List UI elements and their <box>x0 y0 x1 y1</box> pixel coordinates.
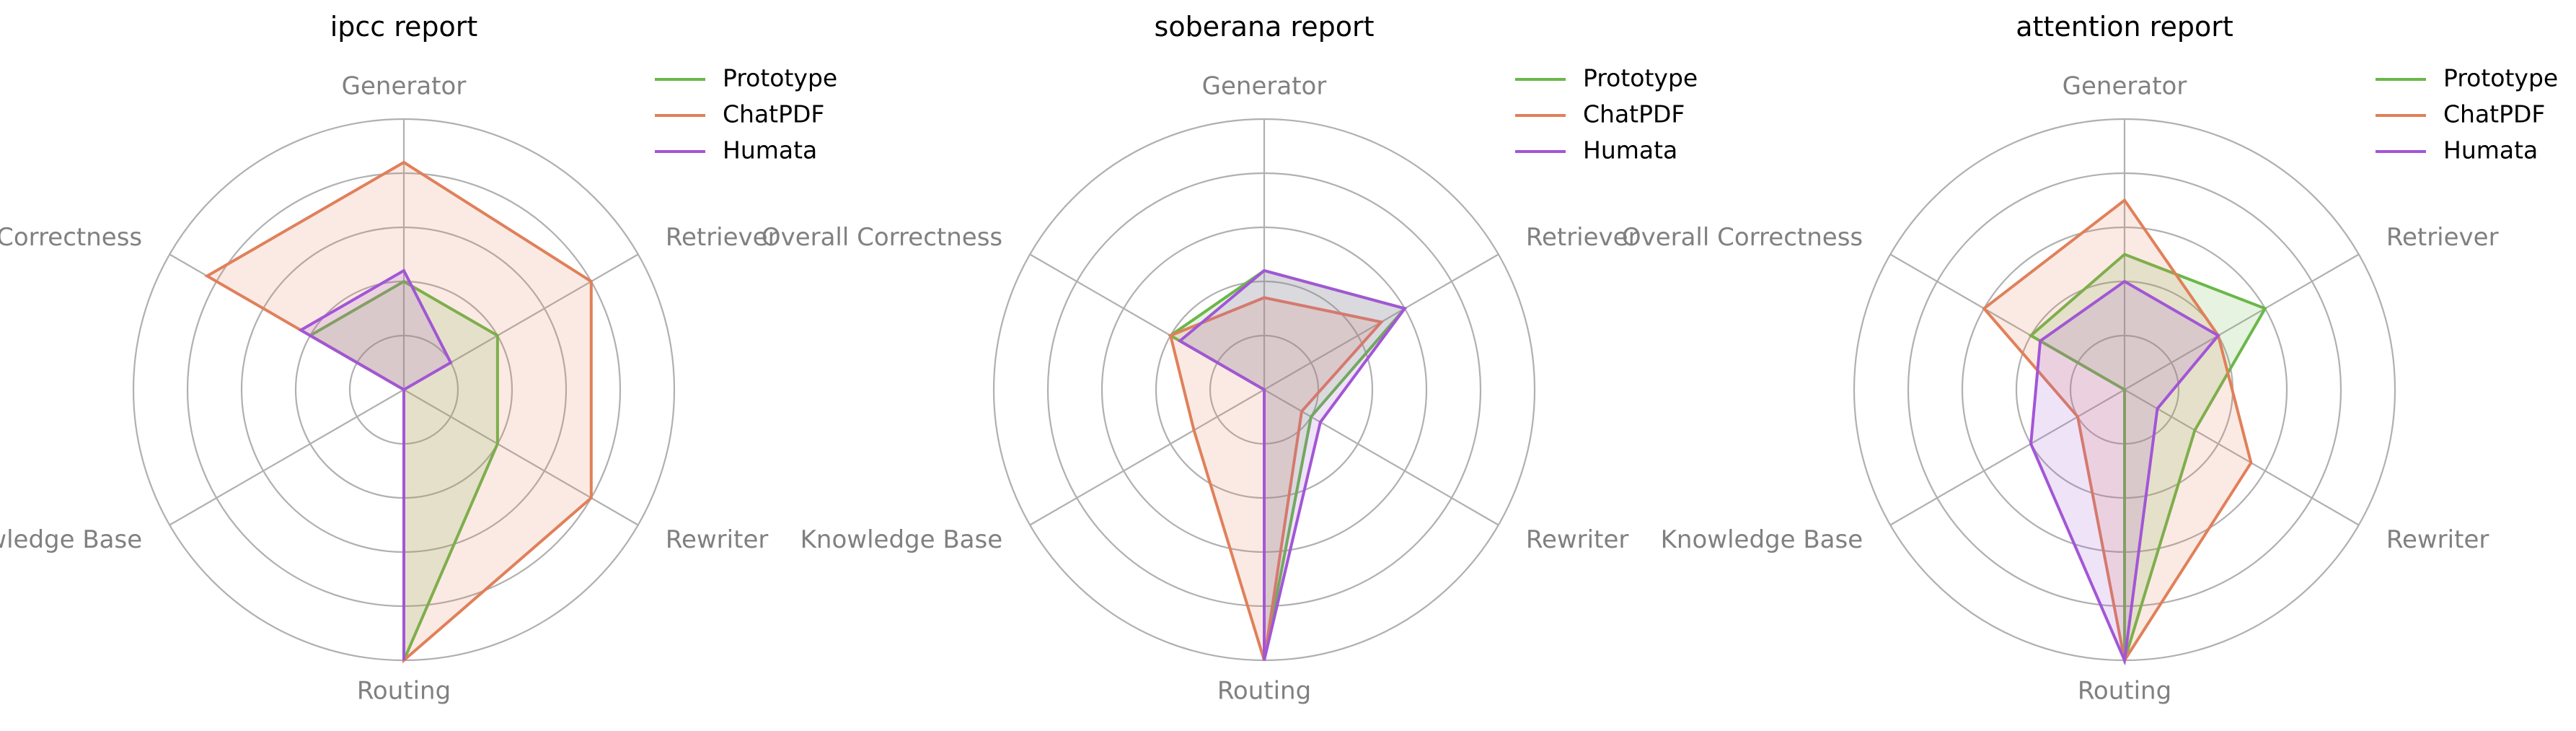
axis-label: Overall Correctness <box>0 223 142 252</box>
series-area-humata <box>2031 281 2218 660</box>
series-area-chatpdf <box>1170 297 1382 660</box>
axis-spoke <box>403 389 639 526</box>
axis-label: Retriever <box>1526 223 1638 252</box>
axis-label: Generator <box>342 72 467 101</box>
axis-label: Knowledge Base <box>800 525 1003 554</box>
radar-panel-ipcc-report: ipcc report Generator Retriever Rewriter Rou… <box>0 11 837 706</box>
axis-spoke <box>169 389 405 526</box>
legend-label: ChatPDF <box>723 100 824 128</box>
legend: Prototype ChatPDF Humata <box>2376 64 2558 165</box>
legend-label: Humata <box>1583 136 1677 165</box>
axis-label: Overall Correctness <box>762 223 1002 252</box>
axis-label: Knowledge Base <box>1661 525 1863 554</box>
series-line-humata <box>298 268 453 660</box>
legend: Prototype ChatPDF Humata <box>655 64 837 165</box>
legend-label: Prototype <box>2443 64 2558 92</box>
series-area-chatpdf <box>207 162 591 660</box>
radar-panel-soberana-report: soberana report Generator Retriever Rewrite… <box>762 11 1698 706</box>
legend-label: ChatPDF <box>2443 100 2545 128</box>
axis-label: Rewriter <box>2386 525 2489 554</box>
axis-label: Generator <box>2063 72 2187 101</box>
series-area-prototype <box>2031 254 2265 660</box>
series-line-humata <box>1177 268 1408 661</box>
axis-spoke <box>1029 389 1265 526</box>
legend-label: Prototype <box>723 64 837 92</box>
legend: Prototype ChatPDF Humata <box>1515 64 1698 165</box>
axis-label: Rewriter <box>1526 525 1628 554</box>
axis-spoke <box>2124 389 2360 526</box>
series-line-humata <box>2029 279 2220 666</box>
axis-label: Overall Correctness <box>1622 223 1863 252</box>
axis-label: Rewriter <box>666 525 768 554</box>
legend-label: ChatPDF <box>1583 100 1685 128</box>
series-area-humata <box>301 271 451 660</box>
radar-panel-attention-report: attention report Generator Retriever Rewrit… <box>1622 11 2558 706</box>
series-area-humata <box>1180 271 1405 660</box>
legend-label: Prototype <box>1583 64 1698 92</box>
axis-spoke <box>1263 389 1499 526</box>
axis-spoke <box>1889 389 2125 526</box>
legend-label: Humata <box>2443 136 2538 165</box>
panel-title: ipcc report <box>330 11 478 43</box>
axis-label: Retriever <box>666 223 778 252</box>
axis-label: Routing <box>1217 677 1311 706</box>
panel-title: soberana report <box>1155 11 1375 43</box>
axis-label: Knowledge Base <box>0 525 142 554</box>
axis-spoke <box>2124 253 2360 390</box>
axis-label: Routing <box>357 677 451 706</box>
axis-label: Generator <box>1202 72 1327 101</box>
axis-label: Routing <box>2078 677 2171 706</box>
legend-label: Humata <box>723 136 817 165</box>
panel-title: attention report <box>2016 11 2233 43</box>
axis-label: Retriever <box>2386 223 2499 252</box>
